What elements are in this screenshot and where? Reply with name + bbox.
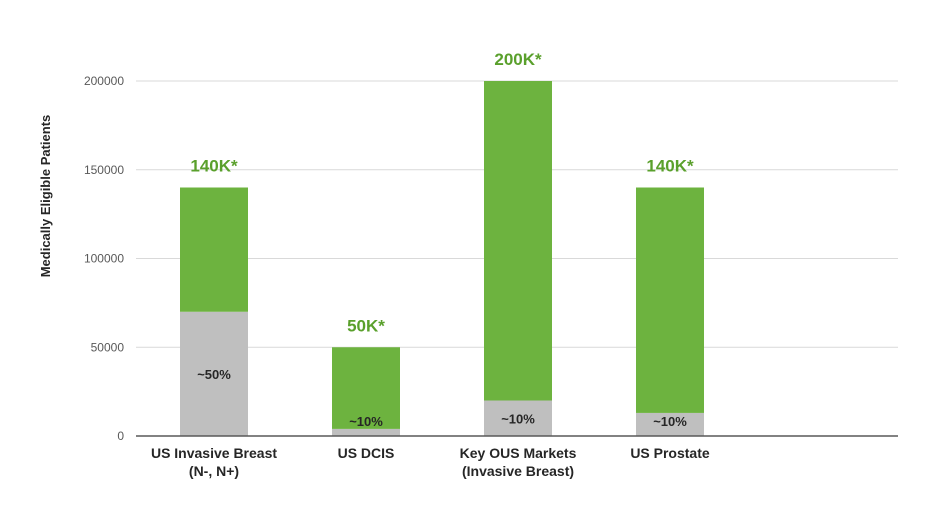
y-tick-label: 0 — [117, 429, 124, 443]
bar-segment-base — [332, 428, 400, 436]
x-category-label: (Invasive Breast) — [462, 463, 574, 479]
bar-total-label: 140K* — [646, 157, 694, 176]
data-labels: ~50% 140K* ~10% 50K* ~10% 200K* ~10% 140K* — [190, 50, 694, 429]
x-axis-categories: US Invasive Breast (N-, N+) US DCIS Key OUS… — [151, 445, 710, 479]
bar-segment-base — [484, 400, 552, 436]
bar-total-label: 50K* — [347, 316, 385, 335]
bar-segment-remainder — [332, 347, 400, 429]
x-category-label: US Invasive Breast — [151, 445, 277, 461]
y-tick-label: 50000 — [91, 340, 125, 354]
bar-total-label: 140K* — [190, 157, 238, 176]
bar-segment-base — [636, 412, 704, 436]
segment-percent-label: ~10% — [653, 414, 687, 429]
bar-segment-remainder — [636, 187, 704, 413]
bar-segment-remainder — [484, 81, 552, 401]
bar-segment-remainder — [180, 187, 248, 312]
segment-percent-label: ~50% — [197, 367, 231, 382]
bars — [180, 81, 704, 436]
y-tick-label: 150000 — [84, 163, 124, 177]
y-tick-label: 100000 — [84, 252, 124, 266]
x-category-label: US DCIS — [338, 445, 395, 461]
y-tick-label: 200000 — [84, 74, 124, 88]
x-category-label: US Prostate — [630, 445, 710, 461]
x-category-label: Key OUS Markets — [460, 445, 577, 461]
segment-percent-label: ~10% — [501, 411, 535, 426]
y-axis-ticks: 0 50000 100000 150000 200000 — [84, 74, 124, 443]
bar-total-label: 200K* — [494, 50, 542, 69]
bar-segment-base — [180, 311, 248, 436]
x-category-label: (N-, N+) — [189, 463, 239, 479]
segment-percent-label: ~10% — [349, 414, 383, 429]
y-axis-title: Medically Eligible Patients — [38, 115, 53, 278]
